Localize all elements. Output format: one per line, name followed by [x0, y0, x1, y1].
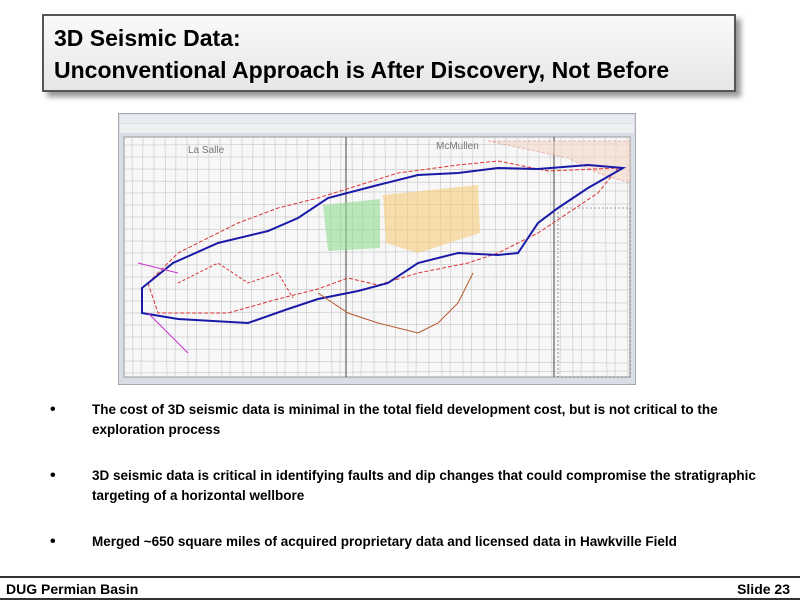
map-grid-line — [123, 300, 631, 304]
map-grid-line — [123, 168, 631, 171]
map-grid-line — [123, 348, 631, 351]
title-box: 3D Seismic Data: Unconventional Approach… — [42, 14, 736, 92]
bullet-list: • The cost of 3D seismic data is minimal … — [48, 400, 783, 578]
footer: DUG Permian Basin Slide 23 — [0, 576, 800, 600]
footer-left: DUG Permian Basin — [6, 581, 139, 597]
map-grid-line — [123, 250, 631, 254]
footer-right: Slide 23 — [737, 581, 790, 597]
bullet-text: 3D seismic data is critical in identifyi… — [92, 468, 756, 503]
map-grid-line — [123, 370, 631, 374]
map-grid-line — [123, 288, 631, 291]
map-grid-line — [123, 180, 631, 184]
bullet: • 3D seismic data is critical in identify… — [50, 467, 756, 503]
bullet-text: The cost of 3D seismic data is minimal i… — [92, 402, 718, 437]
bullet: • The cost of 3D seismic data is minimal … — [50, 401, 718, 437]
map-grid-line — [123, 310, 631, 314]
map-grid-line — [123, 360, 631, 364]
title-line: 3D Seismic Data: — [54, 25, 241, 51]
map-grid-line — [123, 263, 631, 266]
county-label: La Salle — [188, 145, 225, 156]
title-line: Unconventional Approach is After Discove… — [54, 57, 670, 83]
bullet: • Merged ~650 square miles of acquired pr… — [50, 533, 677, 550]
bullet-text: Merged ~650 square miles of acquired pro… — [92, 534, 677, 549]
county-label: McMullen — [436, 141, 479, 152]
seismic-map: La Salle McMullen — [118, 113, 636, 385]
map-grid-line — [123, 190, 631, 194]
map-grid-line — [123, 323, 631, 326]
